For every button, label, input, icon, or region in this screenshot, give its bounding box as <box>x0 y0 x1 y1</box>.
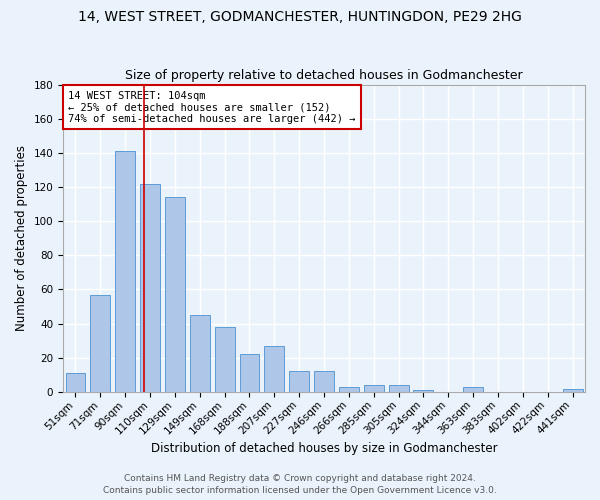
Text: 14, WEST STREET, GODMANCHESTER, HUNTINGDON, PE29 2HG: 14, WEST STREET, GODMANCHESTER, HUNTINGD… <box>78 10 522 24</box>
Bar <box>389 385 409 392</box>
Bar <box>115 151 135 392</box>
Bar <box>65 373 85 392</box>
Bar <box>289 372 309 392</box>
Bar <box>239 354 259 392</box>
Bar <box>91 294 110 392</box>
Bar <box>413 390 433 392</box>
Bar <box>463 387 483 392</box>
Bar <box>364 385 383 392</box>
Bar <box>314 372 334 392</box>
Bar <box>563 388 583 392</box>
Text: 14 WEST STREET: 104sqm
← 25% of detached houses are smaller (152)
74% of semi-de: 14 WEST STREET: 104sqm ← 25% of detached… <box>68 90 356 124</box>
Y-axis label: Number of detached properties: Number of detached properties <box>15 146 28 332</box>
Bar <box>265 346 284 392</box>
Bar <box>190 315 209 392</box>
X-axis label: Distribution of detached houses by size in Godmanchester: Distribution of detached houses by size … <box>151 442 497 455</box>
Bar <box>215 327 235 392</box>
Bar <box>140 184 160 392</box>
Title: Size of property relative to detached houses in Godmanchester: Size of property relative to detached ho… <box>125 69 523 82</box>
Bar <box>165 198 185 392</box>
Text: Contains HM Land Registry data © Crown copyright and database right 2024.
Contai: Contains HM Land Registry data © Crown c… <box>103 474 497 495</box>
Bar <box>339 387 359 392</box>
